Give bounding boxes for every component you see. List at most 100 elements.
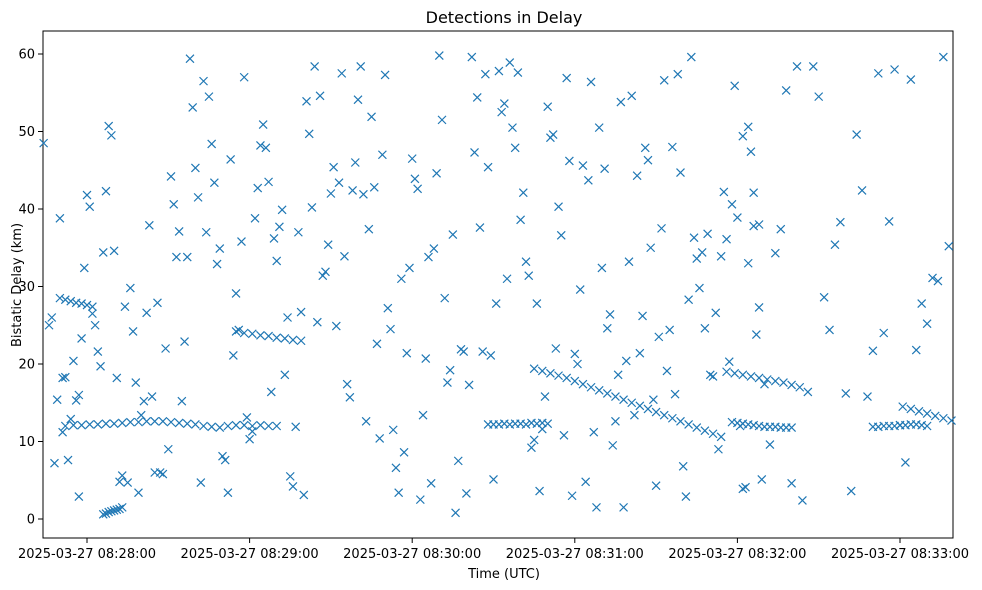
detection-marker-track-descending-right: [746, 371, 756, 381]
detection-marker: [383, 303, 393, 313]
detection-marker-track-12km-a: [125, 417, 135, 427]
detection-marker-track-12km-a: [150, 416, 160, 426]
detection-marker: [334, 178, 344, 188]
detection-marker: [852, 130, 862, 140]
detection-marker: [429, 244, 439, 253]
detection-marker: [730, 81, 740, 91]
detection-marker: [716, 251, 726, 261]
detection-marker: [367, 112, 376, 122]
detection-marker-track-12km-a: [207, 422, 217, 432]
detection-marker-track-descending-far: [938, 413, 948, 423]
detection-marker: [204, 92, 214, 102]
detection-marker: [714, 444, 723, 454]
detection-marker: [513, 68, 523, 78]
detection-marker: [757, 475, 767, 484]
detection-marker: [199, 76, 208, 86]
detection-marker: [134, 488, 143, 498]
detection-marker: [632, 171, 642, 181]
x-tick-label: 2025-03-27 08:33:00: [831, 547, 969, 562]
detection-marker: [765, 440, 775, 450]
detection-marker: [673, 69, 683, 79]
detection-marker: [394, 488, 404, 498]
detection-marker: [754, 220, 764, 229]
detection-marker-track-descending-mid: [659, 410, 669, 420]
detection-marker-track-12km-a: [239, 420, 249, 430]
detection-marker: [508, 123, 517, 133]
detection-marker-track-24km: [272, 333, 282, 343]
detection-marker: [586, 77, 596, 87]
detection-marker: [770, 248, 780, 258]
detection-marker: [581, 477, 591, 487]
detection-marker: [738, 484, 748, 494]
detection-marker: [280, 370, 290, 380]
detection-marker: [185, 54, 195, 64]
detection-marker: [234, 325, 244, 335]
detection-marker: [459, 347, 469, 357]
detection-marker: [109, 246, 119, 256]
detection-marker: [418, 410, 428, 420]
detection-marker: [792, 61, 802, 71]
detection-marker: [131, 378, 141, 388]
detection-marker: [66, 414, 76, 424]
detection-marker: [147, 392, 157, 401]
detection-marker: [857, 185, 867, 195]
detection-marker: [499, 99, 509, 109]
detection-marker-track-near-zero: [112, 505, 122, 515]
detection-marker: [139, 396, 149, 406]
y-tick-label: 50: [18, 125, 35, 140]
detection-marker: [681, 492, 691, 501]
detection-marker: [166, 172, 176, 181]
detection-marker: [74, 492, 84, 501]
detection-marker: [201, 227, 211, 237]
detection-marker-track-12km-a: [93, 420, 103, 429]
detection-marker: [884, 216, 894, 226]
detection-marker: [676, 168, 685, 177]
detection-marker-track-descending-right: [795, 382, 805, 392]
detection-marker: [348, 185, 358, 195]
detection-marker: [803, 387, 813, 397]
detection-marker-track-descending-mid: [700, 426, 710, 436]
detection-marker: [405, 263, 414, 273]
detection-marker: [90, 320, 100, 330]
detection-marker: [518, 188, 528, 198]
detection-marker-track-descending-mid: [716, 432, 726, 442]
detection-marker: [291, 422, 301, 432]
detection-marker: [743, 258, 753, 268]
detection-marker: [174, 227, 184, 236]
detection-marker: [93, 347, 103, 357]
detection-marker: [212, 259, 222, 269]
detection-marker: [613, 370, 623, 380]
y-tick-label: 10: [18, 435, 35, 450]
detection-marker: [900, 458, 910, 467]
detection-marker: [177, 396, 187, 406]
plot-area-frame: [42, 30, 954, 539]
detection-marker: [521, 257, 531, 267]
detection-marker-track-descending-mid: [537, 366, 547, 376]
detection-marker: [55, 213, 65, 223]
detection-marker: [638, 311, 647, 321]
detection-marker: [868, 346, 878, 356]
detection-marker-track-descending-mid: [586, 382, 596, 392]
detection-marker: [461, 489, 471, 498]
detection-marker-track-near-zero: [115, 504, 124, 514]
detection-marker: [719, 187, 729, 197]
detection-marker: [451, 508, 460, 518]
detection-marker-track-12km-a: [199, 421, 208, 431]
detection-marker: [74, 390, 84, 400]
detection-marker-track-12km-c: [787, 423, 797, 432]
detection-marker: [556, 230, 566, 240]
detection-marker: [787, 478, 797, 488]
detection-marker: [112, 373, 122, 383]
detection-marker: [472, 92, 482, 102]
detection-marker: [743, 122, 753, 132]
detection-marker: [226, 154, 236, 164]
detection-marker: [578, 161, 588, 171]
detection-marker-track-12km-a: [60, 421, 70, 431]
detection-marker: [654, 332, 664, 342]
detection-marker: [358, 189, 368, 199]
detection-marker: [85, 202, 95, 212]
detection-marker-track-24km: [264, 331, 273, 341]
detection-marker: [307, 203, 317, 212]
detection-marker: [741, 482, 750, 492]
detection-marker: [486, 351, 496, 360]
